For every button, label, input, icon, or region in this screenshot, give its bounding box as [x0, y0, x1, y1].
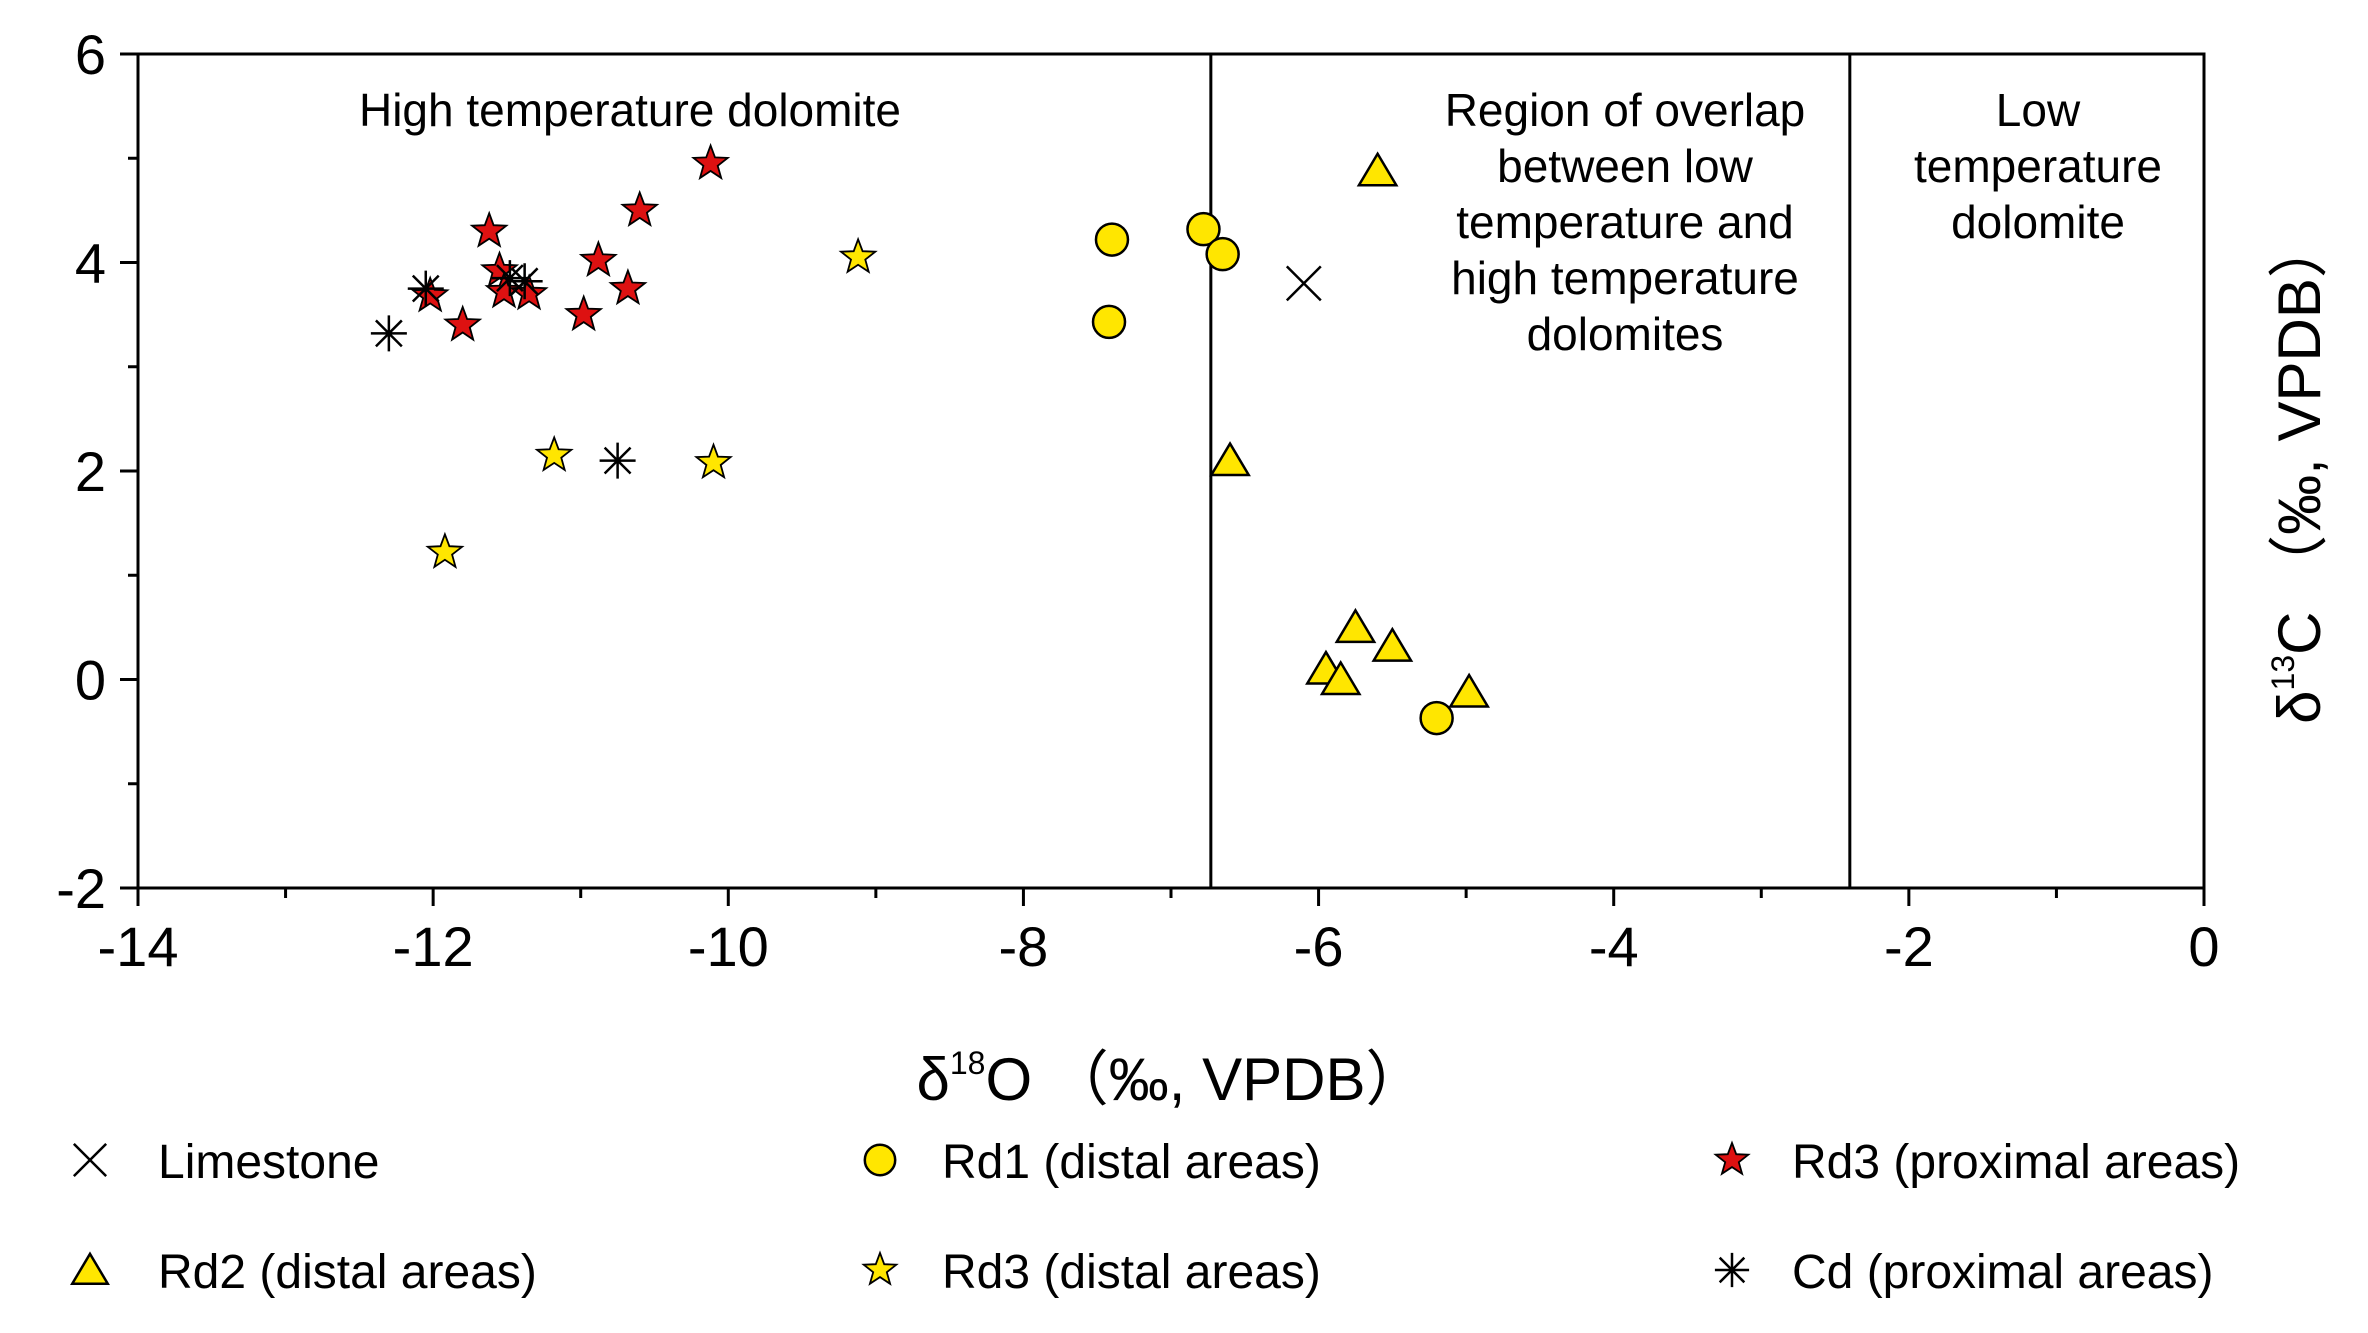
- data-point: [608, 268, 648, 306]
- data-point: [620, 189, 660, 227]
- x-tick-label: -4: [1589, 915, 1639, 978]
- data-point: [1371, 626, 1414, 662]
- legend-label: Rd2 (distal areas): [158, 1246, 537, 1299]
- data-point: [599, 442, 636, 479]
- legend-marker: [861, 1250, 899, 1286]
- series-rd2-distal-areas: [1209, 441, 1490, 708]
- legend-label: Cd (proximal areas): [1792, 1246, 2213, 1299]
- legend: Limestone Rd1 (distal areas) Rd3 (proximal…: [70, 1136, 2240, 1299]
- legend-item: Rd3 (distal areas): [861, 1246, 1321, 1299]
- legend-item: Rd3 (proximal areas): [1713, 1136, 2240, 1189]
- data-point: [425, 531, 465, 570]
- legend-marker: [72, 1142, 108, 1178]
- y-axis-label-main: C （‰, VPDB）: [2266, 218, 2333, 655]
- plot-area-frame: [136, 52, 2206, 890]
- legend-marker: [70, 1251, 110, 1285]
- data-point: [1334, 607, 1377, 644]
- legend-item: Cd (proximal areas): [1714, 1246, 2213, 1299]
- data-point: [469, 210, 509, 248]
- region-label-line: Low: [1996, 84, 2081, 136]
- x-tick-label: -12: [393, 915, 474, 978]
- y-tick-label: 4: [75, 232, 106, 295]
- region-label-line: dolomite: [1951, 196, 2125, 248]
- data-point: [1419, 700, 1454, 736]
- region-annotation-triangle: [1356, 151, 1399, 187]
- legend-item: Rd1 (distal areas): [863, 1136, 1321, 1189]
- series-rd1-distal-areas: [1091, 211, 1454, 736]
- y-axis-label-prefix: δ: [2266, 690, 2333, 723]
- region-label-line: Region of overlap: [1445, 84, 1806, 136]
- y-axis-label-sup: 13: [2265, 655, 2301, 691]
- data-point: [1091, 304, 1127, 340]
- x-axis-label-sup: 18: [950, 1045, 986, 1081]
- data-point: [534, 434, 574, 472]
- y-tick-label: -2: [56, 857, 106, 920]
- region-label-line: temperature: [1914, 140, 2162, 192]
- region-label-line: high temperature: [1451, 252, 1799, 304]
- data-point: [370, 315, 407, 352]
- x-axis-label-main: O （‰, VPDB）: [985, 1046, 1425, 1113]
- data-point: [564, 293, 604, 332]
- region-label: Region of overlap between low temperature …: [1445, 84, 1806, 360]
- region-label-line: High temperature dolomite: [359, 84, 901, 136]
- legend-label: Limestone: [158, 1136, 379, 1189]
- legend-marker: [1713, 1140, 1751, 1176]
- region-label: High temperature dolomite: [359, 84, 901, 136]
- series-rd3-proximal-areas: [410, 142, 731, 342]
- data-point: [691, 142, 731, 181]
- x-tick-label: -8: [999, 915, 1049, 978]
- data-point: [693, 442, 734, 480]
- x-tick-label: -2: [1884, 915, 1934, 978]
- data-point: [506, 263, 543, 300]
- region-label-line: temperature and: [1456, 196, 1794, 248]
- data-point: [1205, 236, 1240, 272]
- y-axis-label-group: δ13C （‰, VPDB）: [2265, 218, 2333, 724]
- legend-item: Rd2 (distal areas): [70, 1246, 537, 1299]
- region-label-line: between low: [1497, 140, 1753, 192]
- legend-label: Rd3 (distal areas): [942, 1246, 1321, 1299]
- legend-item: Limestone: [72, 1136, 379, 1189]
- series-rd3-distal-areas: [425, 236, 878, 570]
- y-tick-label: 0: [75, 649, 106, 712]
- data-point: [578, 239, 618, 278]
- x-axis-label: δ18O （‰, VPDB）: [916, 1045, 1425, 1113]
- legend-marker: [1714, 1252, 1750, 1288]
- data-point: [1186, 211, 1221, 247]
- x-tick-label: -10: [688, 915, 769, 978]
- series-limestone: [1285, 265, 1322, 302]
- data-point: [838, 236, 878, 274]
- legend-marker: [863, 1143, 897, 1177]
- data-point: [407, 270, 444, 307]
- x-axis-label-prefix: δ: [916, 1046, 949, 1113]
- x-tick-label: -14: [98, 915, 179, 978]
- y-tick-label: 2: [75, 440, 106, 503]
- y-tick-label: 6: [75, 23, 106, 86]
- data-point: [1209, 441, 1251, 477]
- series-cd-proximal-areas: [370, 260, 636, 479]
- data-point: [1319, 660, 1362, 696]
- legend-label: Rd3 (proximal areas): [1792, 1136, 2240, 1189]
- data-point: [1448, 672, 1490, 708]
- region-label: Low temperature dolomite: [1914, 84, 2162, 248]
- data-point: [1285, 265, 1322, 302]
- legend-label: Rd1 (distal areas): [942, 1136, 1321, 1189]
- x-tick-label: 0: [2188, 915, 2219, 978]
- region-label-line: dolomites: [1527, 308, 1724, 360]
- data-point: [443, 304, 483, 342]
- data-point: [1094, 222, 1130, 257]
- x-tick-label: -6: [1294, 915, 1344, 978]
- y-axis-label: δ13C （‰, VPDB）: [2265, 218, 2333, 724]
- data-point: [491, 260, 528, 297]
